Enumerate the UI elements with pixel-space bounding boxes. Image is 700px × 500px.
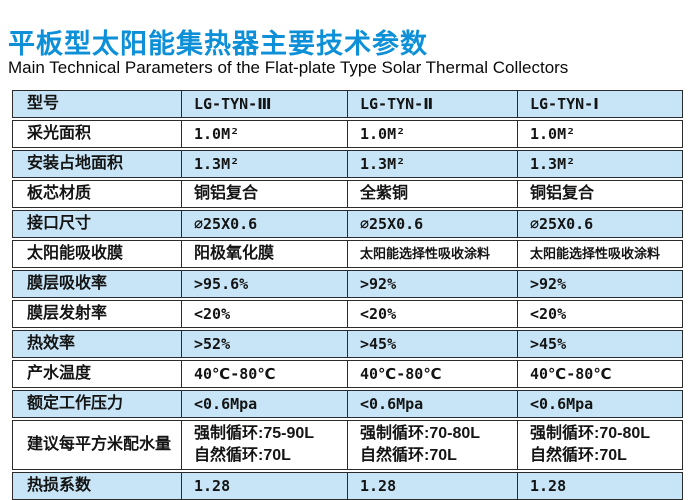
cell-value: <0.6Mpa (181, 391, 347, 417)
cell-value: 40℃-80℃ (517, 361, 682, 387)
cell-value: 强制循环:70-80L 自然循环:70L (517, 421, 682, 469)
header-label: 型号 (27, 95, 60, 112)
cell-value: >45% (347, 331, 517, 357)
table-row: 产水温度 40℃-80℃ 40℃-80℃ 40℃-80℃ (12, 360, 683, 388)
cell-value: <20% (181, 301, 347, 327)
row-label: 热效率 (27, 335, 76, 352)
cell-value: 1.28 (517, 473, 682, 499)
table-row: 太阳能吸收膜 阳极氧化膜 太阳能选择性吸收涂料 太阳能选择性吸收涂料 (12, 240, 683, 268)
cell-value: >95.6% (181, 271, 347, 297)
header-model-2: LG-TYN-Ⅱ (347, 91, 517, 117)
cell-value: ∅25X0.6 (347, 211, 517, 237)
cell-value: <0.6Mpa (517, 391, 682, 417)
row-label: 膜层发射率 (27, 305, 108, 322)
table-row: 建议每平方米配水量 强制循环:75-90L 自然循环:70L 强制循环:70-8… (12, 420, 683, 470)
table-row: 热损系数 1.28 1.28 1.28 (12, 472, 683, 500)
row-label: 建议每平方米配水量 (27, 436, 172, 453)
cell-value: 强制循环:75-90L 自然循环:70L (181, 421, 347, 469)
row-label: 板芯材质 (27, 185, 92, 202)
table-header-row: 型号 LG-TYN-Ⅲ LG-TYN-Ⅱ LG-TYN-Ⅰ (12, 90, 683, 118)
cell-value: 太阳能选择性吸收涂料 (347, 241, 517, 267)
cell-value: <20% (517, 301, 682, 327)
cell-value: >92% (517, 271, 682, 297)
row-label: 安装占地面积 (27, 155, 124, 172)
cell-value: >52% (181, 331, 347, 357)
header-model-3: LG-TYN-Ⅰ (517, 91, 682, 117)
table-row: 膜层发射率 <20% <20% <20% (12, 300, 683, 328)
table-row: 热效率 >52% >45% >45% (12, 330, 683, 358)
cell-value: ∅25X0.6 (517, 211, 682, 237)
cell-value: 铜铝复合 (517, 181, 682, 207)
cell-value: 1.3M² (347, 151, 517, 177)
row-label: 太阳能吸收膜 (27, 245, 124, 262)
table-row: 采光面积 1.0M² 1.0M² 1.0M² (12, 120, 683, 148)
cell-value: 铜铝复合 (181, 181, 347, 207)
table-row: 板芯材质 铜铝复合 全紫铜 铜铝复合 (12, 180, 683, 208)
cell-value: 1.0M² (181, 121, 347, 147)
row-label: 产水温度 (27, 365, 92, 382)
row-label: 接口尺寸 (27, 215, 92, 232)
cell-value: >45% (517, 331, 682, 357)
cell-value: 全紫铜 (347, 181, 517, 207)
cell-value: 1.28 (347, 473, 517, 499)
cell-value: 阳极氧化膜 (181, 241, 347, 267)
cell-value: 1.3M² (517, 151, 682, 177)
cell-value: 1.3M² (181, 151, 347, 177)
row-label: 热损系数 (27, 477, 92, 494)
cell-value: <0.6Mpa (347, 391, 517, 417)
table-row: 接口尺寸 ∅25X0.6 ∅25X0.6 ∅25X0.6 (12, 210, 683, 238)
row-label: 膜层吸收率 (27, 275, 108, 292)
spec-table: 型号 LG-TYN-Ⅲ LG-TYN-Ⅱ LG-TYN-Ⅰ 采光面积 1.0M²… (12, 90, 683, 500)
table-row: 膜层吸收率 >95.6% >92% >92% (12, 270, 683, 298)
cell-value: ∅25X0.6 (181, 211, 347, 237)
table-row: 额定工作压力 <0.6Mpa <0.6Mpa <0.6Mpa (12, 390, 683, 418)
cell-value: 1.0M² (517, 121, 682, 147)
table-row: 安装占地面积 1.3M² 1.3M² 1.3M² (12, 150, 683, 178)
page-subtitle: Main Technical Parameters of the Flat-pl… (8, 58, 569, 77)
page-title: 平板型太阳能集热器主要技术参数 (8, 29, 428, 59)
row-label: 采光面积 (27, 125, 92, 142)
header-model-1: LG-TYN-Ⅲ (181, 91, 347, 117)
cell-value: 40℃-80℃ (347, 361, 517, 387)
cell-value: 40℃-80℃ (181, 361, 347, 387)
cell-value: 太阳能选择性吸收涂料 (517, 241, 682, 267)
cell-value: <20% (347, 301, 517, 327)
cell-value: 1.28 (181, 473, 347, 499)
cell-value: 1.0M² (347, 121, 517, 147)
cell-value: 强制循环:70-80L 自然循环:70L (347, 421, 517, 469)
cell-value: >92% (347, 271, 517, 297)
row-label: 额定工作压力 (27, 395, 124, 412)
